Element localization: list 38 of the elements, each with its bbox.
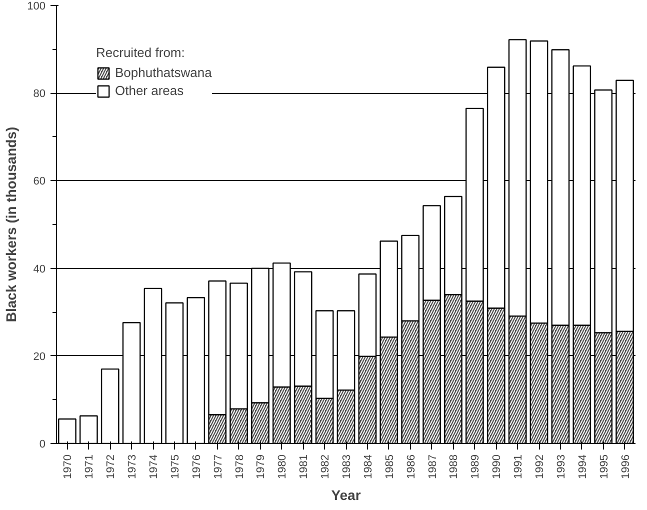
x-tick-label: 1985 bbox=[384, 454, 396, 479]
legend-title: Recruited from: bbox=[96, 45, 186, 60]
y-tick-label: 80 bbox=[33, 88, 46, 100]
x-tick-label: 1986 bbox=[405, 454, 418, 479]
x-tick-label: 1975 bbox=[169, 454, 182, 479]
x-tick-label: 1995 bbox=[598, 454, 610, 479]
x-tick-label: 1996 bbox=[620, 454, 632, 479]
x-tick-label: 1989 bbox=[470, 454, 482, 479]
x-tick-label: 1978 bbox=[234, 454, 246, 479]
y-axis-title: Black workers (in thousands) bbox=[3, 126, 20, 322]
x-tick-label: 1991 bbox=[512, 454, 525, 479]
y-tick-label: 40 bbox=[33, 263, 46, 276]
x-tick-label: 1977 bbox=[212, 454, 224, 479]
x-tick-label: 1990 bbox=[491, 454, 504, 479]
x-axis-title: Year bbox=[331, 486, 362, 503]
x-tick-label: 1972 bbox=[105, 454, 118, 479]
x-tick-label: 1971 bbox=[84, 454, 96, 479]
x-tick-label: 1979 bbox=[255, 454, 268, 479]
x-tick-label: 1994 bbox=[576, 454, 589, 479]
x-tick-label: 1982 bbox=[320, 454, 332, 479]
x-tick-label: 1992 bbox=[534, 454, 546, 479]
y-tick-label: 0 bbox=[39, 438, 46, 450]
y-tick-label: 20 bbox=[33, 350, 46, 363]
x-tick-label: 1993 bbox=[555, 454, 568, 479]
legend-label: Bophuthatswana bbox=[115, 65, 212, 80]
x-tick-label: 1988 bbox=[448, 454, 460, 479]
x-tick-label: 1973 bbox=[126, 454, 139, 479]
x-tick-label: 1987 bbox=[426, 454, 439, 479]
x-tick-label: 1981 bbox=[298, 454, 310, 479]
x-tick-label: 1983 bbox=[341, 454, 353, 479]
y-tick-label: 100 bbox=[27, 0, 46, 12]
x-tick-label: 1976 bbox=[190, 454, 203, 479]
y-tick-label: 60 bbox=[33, 176, 46, 188]
legend-label: Other areas bbox=[115, 83, 184, 98]
x-tick-label: 1980 bbox=[276, 454, 289, 479]
x-tick-label: 1984 bbox=[362, 454, 374, 479]
x-tick-label: 1970 bbox=[62, 454, 74, 479]
x-tick-label: 1974 bbox=[148, 454, 160, 479]
